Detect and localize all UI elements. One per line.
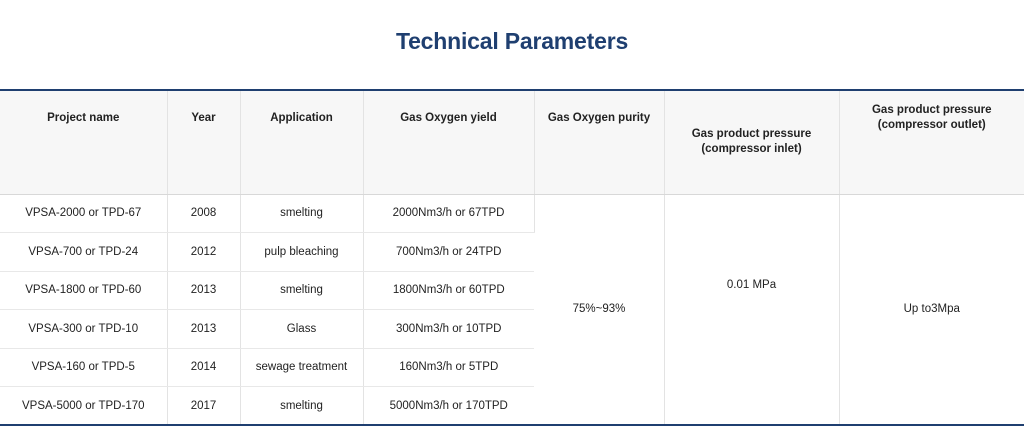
header-gas-oxygen-purity: Gas Oxygen purity — [534, 89, 665, 195]
cell-yield: 1800Nm3/h or 60TPD — [363, 271, 534, 310]
cell-project: VPSA-700 or TPD-24 — [0, 232, 168, 272]
cell-project: VPSA-2000 or TPD-67 — [0, 194, 168, 233]
cell-year: 2013 — [167, 309, 241, 349]
cell-project: VPSA-300 or TPD-10 — [0, 309, 168, 349]
table-row: VPSA-160 or TPD-5 2014 sewage treatment … — [0, 348, 1024, 387]
header-project-name: Project name — [0, 89, 168, 195]
table-header-row: Project name Year Application Gas Oxygen… — [0, 89, 1024, 195]
cell-application: smelting — [240, 386, 364, 426]
cell-year: 2012 — [167, 232, 241, 272]
header-pressure-outlet: Gas product pressure (compressor outlet) — [839, 89, 1024, 195]
cell-yield: 300Nm3/h or 10TPD — [363, 309, 534, 349]
table-row: VPSA-2000 or TPD-67 2008 smelting 2000Nm… — [0, 194, 1024, 426]
cell-year: 2014 — [167, 348, 241, 387]
header-pressure-inlet: Gas product pressure (compressor inlet) — [664, 89, 840, 195]
cell-application: sewage treatment — [240, 348, 364, 387]
technical-parameters-table: Project name Year Application Gas Oxygen… — [0, 89, 1024, 426]
cell-year: 2008 — [167, 194, 241, 233]
cell-pressure-outlet: Up to3Mpa — [839, 194, 1024, 426]
cell-application: pulp bleaching — [240, 232, 364, 272]
cell-application: smelting — [240, 271, 364, 310]
table-row: VPSA-1800 or TPD-60 2013 smelting 1800Nm… — [0, 271, 1024, 310]
cell-year: 2013 — [167, 271, 241, 310]
cell-application: smelting — [240, 194, 364, 233]
page-title: Technical Parameters — [395, 28, 629, 54]
cell-pressure-inlet: 0.01 MPa — [664, 194, 840, 426]
cell-purity: 75%~93% — [534, 194, 665, 426]
header-application: Application — [240, 89, 364, 195]
header-year: Year — [167, 89, 241, 195]
cell-yield: 700Nm3/h or 24TPD — [363, 232, 534, 272]
cell-application: Glass — [240, 309, 364, 349]
cell-yield: 2000Nm3/h or 67TPD — [363, 194, 535, 233]
cell-project: VPSA-160 or TPD-5 — [0, 348, 168, 387]
table-row: VPSA-5000 or TPD-170 2017 smelting 5000N… — [0, 386, 1024, 426]
cell-project: VPSA-1800 or TPD-60 — [0, 271, 168, 310]
cell-yield: 5000Nm3/h or 170TPD — [363, 386, 534, 426]
cell-yield: 160Nm3/h or 5TPD — [363, 348, 534, 387]
cell-project: VPSA-5000 or TPD-170 — [0, 386, 168, 426]
cell-year: 2017 — [167, 386, 241, 426]
header-gas-oxygen-yield: Gas Oxygen yield — [363, 89, 535, 195]
table-row: VPSA-300 or TPD-10 2013 Glass 300Nm3/h o… — [0, 309, 1024, 349]
table-row: VPSA-700 or TPD-24 2012 pulp bleaching 7… — [0, 232, 1024, 272]
